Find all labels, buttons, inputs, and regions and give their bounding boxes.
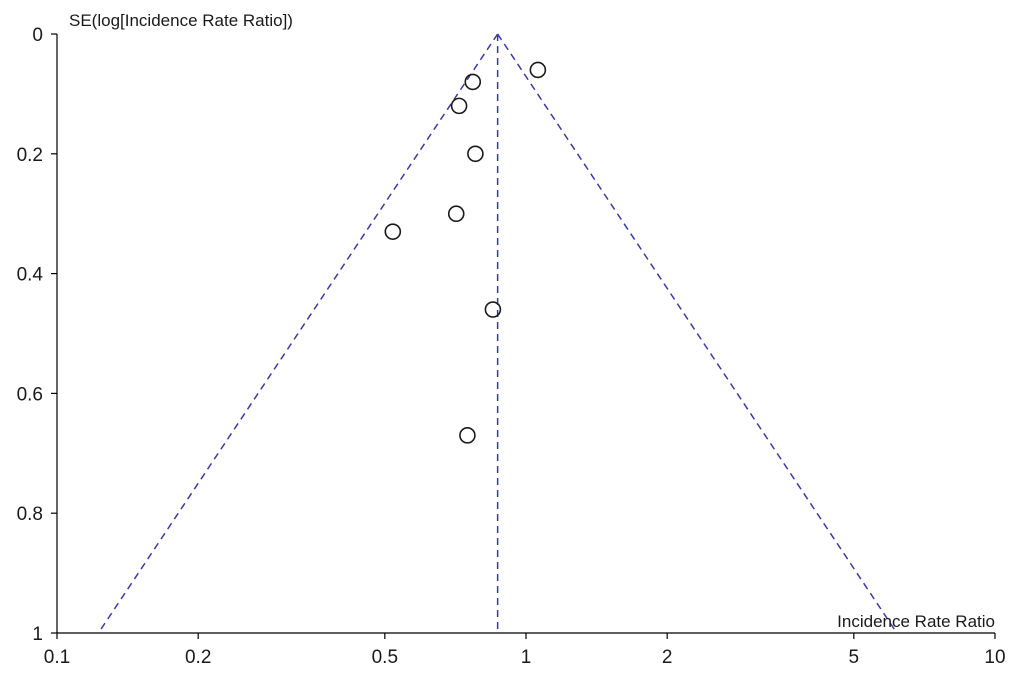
ticks-layer: 00.20.40.60.810.1 0.2 0.5 1 2 5 10 [17,25,1006,668]
points-layer [384,61,547,444]
x-tick-label: 10 [984,647,1005,668]
study-point [459,427,476,444]
x-tick-label: 5 [849,647,860,668]
axes-layer: SE(log[Incidence Rate Ratio]) Incidence … [56,11,995,634]
y-axis-title: SE(log[Incidence Rate Ratio]) [69,11,293,30]
x-axis-title: Incidence Rate Ratio [837,612,995,631]
x-tick-label: 0.1 [44,647,70,668]
y-tick-label: 0.4 [17,265,44,286]
x-tick-label: 2 [662,647,673,668]
funnel-left-line [97,33,499,634]
study-point [450,97,468,115]
x-tick-label: 1 [521,647,532,668]
x-tick-label: 0.5 [372,647,398,668]
study-point [467,145,484,163]
y-tick-label: 0.8 [17,504,43,525]
y-tick-label: 0 [32,25,43,46]
study-point [529,61,547,79]
study-point [447,205,465,222]
y-tick-label: 0.6 [17,384,43,405]
study-point [464,73,482,91]
y-tick-label: 1 [32,624,43,645]
x-tick-label: 0.2 [185,647,211,668]
study-point [384,223,402,240]
study-point [484,301,502,318]
y-tick-label: 0.2 [17,145,43,166]
funnel-right-line [497,33,898,634]
funnel-layer [97,33,898,634]
